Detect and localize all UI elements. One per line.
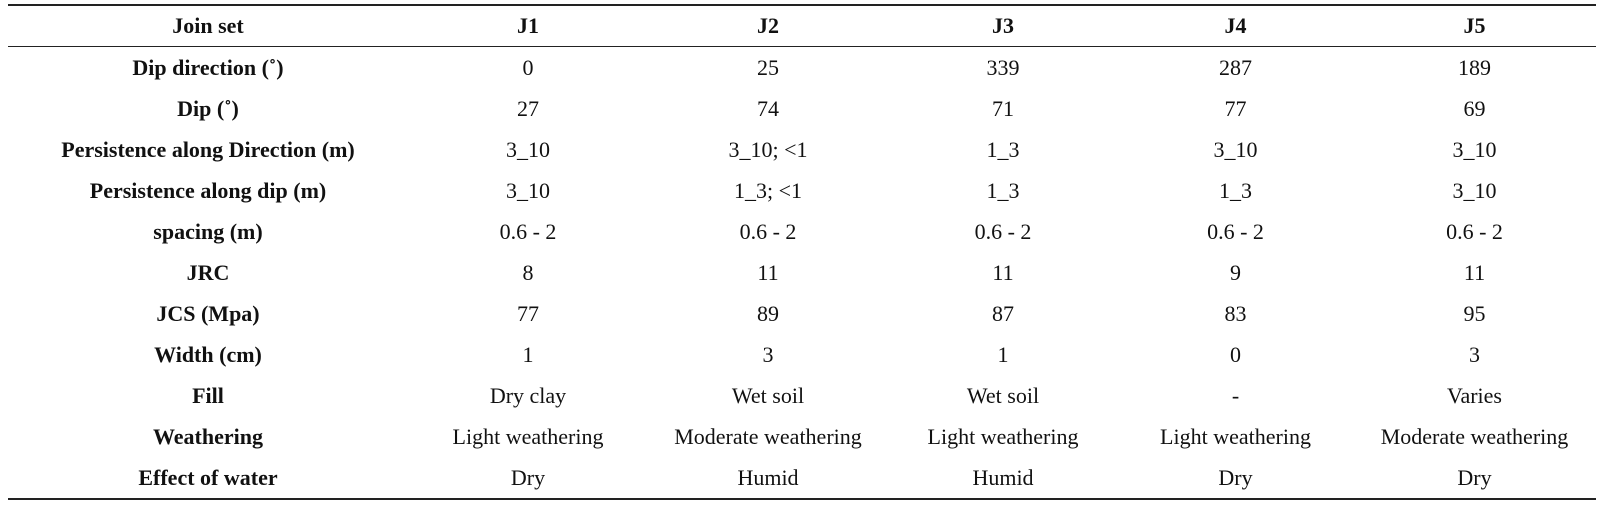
table-cell: 0.6 - 2 bbox=[739, 218, 797, 244]
table-cell: Dry clay bbox=[489, 382, 567, 408]
table-body: Dip direction (˚) 0 25 339 287 189 Dip (… bbox=[8, 47, 1596, 499]
table-header: Join set J1 J2 J3 J4 J5 bbox=[8, 5, 1596, 47]
header-j1: J1 bbox=[517, 13, 539, 38]
table-row: Dip (˚) 27 74 71 77 69 bbox=[8, 88, 1596, 129]
row-label: Dip (˚) bbox=[177, 95, 239, 121]
table-cell: 189 bbox=[1458, 54, 1491, 80]
table-cell: 3 bbox=[1469, 341, 1480, 367]
table-cell: 8 bbox=[522, 259, 534, 285]
row-label: Width (cm) bbox=[154, 341, 262, 367]
header-j4: J4 bbox=[1224, 13, 1247, 38]
table-cell: 74 bbox=[757, 95, 779, 121]
table-cell: Wet soil bbox=[731, 382, 805, 408]
table-cell: Humid bbox=[972, 464, 1034, 490]
table-cell: 0 bbox=[522, 54, 534, 80]
table-cell: 0 bbox=[1230, 341, 1241, 367]
table-cell: 3_10 bbox=[1213, 136, 1258, 162]
table-row: Dip direction (˚) 0 25 339 287 189 bbox=[8, 47, 1596, 89]
table-cell: 1 bbox=[522, 341, 534, 367]
table-cell: 3 bbox=[762, 341, 774, 367]
table-cell: Light weathering bbox=[452, 423, 604, 449]
table-cell: 339 bbox=[986, 54, 1020, 80]
table-cell: Light weathering bbox=[1160, 423, 1311, 449]
table-cell: Humid bbox=[737, 464, 799, 490]
table-row: Fill Dry clay Wet soil Wet soil - Varies bbox=[8, 375, 1596, 416]
row-label: Fill bbox=[192, 382, 224, 408]
table-cell: 0.6 - 2 bbox=[499, 218, 557, 244]
row-label: Dip direction (˚) bbox=[132, 54, 284, 80]
table-cell: Dry bbox=[510, 464, 546, 490]
table-cell: 27 bbox=[517, 95, 539, 121]
header-row: Join set J1 J2 J3 J4 J5 bbox=[8, 5, 1596, 47]
table-row: Persistence along dip (m) 3_10 1_3; <1 1… bbox=[8, 170, 1596, 211]
table-cell: 0.6 - 2 bbox=[974, 218, 1032, 244]
table-row: Weathering Light weathering Moderate wea… bbox=[8, 416, 1596, 457]
row-label: Weathering bbox=[153, 423, 263, 449]
table-cell: 89 bbox=[757, 300, 779, 326]
table-cell: 1 bbox=[997, 341, 1009, 367]
table-cell: 83 bbox=[1224, 300, 1247, 326]
row-label: JRC bbox=[186, 259, 230, 285]
table-cell: 3_10 bbox=[1452, 136, 1497, 162]
table-cell: 9 bbox=[1230, 259, 1241, 285]
table-cell: 11 bbox=[1463, 259, 1486, 285]
table-cell: 71 bbox=[992, 95, 1014, 121]
table-row: Width (cm) 1 3 1 0 3 bbox=[8, 334, 1596, 375]
table-cell: - bbox=[1231, 382, 1240, 408]
table-cell: 1_3 bbox=[1219, 177, 1252, 203]
table-cell: Dry bbox=[1218, 464, 1253, 490]
header-j5: J5 bbox=[1463, 13, 1486, 38]
table-row: Persistence along Direction (m) 3_10 3_1… bbox=[8, 129, 1596, 170]
table-cell: 11 bbox=[992, 259, 1014, 285]
row-label: Persistence along Direction (m) bbox=[61, 136, 355, 162]
table-cell: 69 bbox=[1463, 95, 1486, 121]
table-cell: 0.6 - 2 bbox=[1446, 218, 1503, 244]
table-cell: 77 bbox=[517, 300, 539, 326]
header-j3: J3 bbox=[992, 13, 1014, 38]
header-join-set: Join set bbox=[172, 13, 244, 38]
table-row: JRC 8 11 11 9 11 bbox=[8, 252, 1596, 293]
table-cell: 87 bbox=[992, 300, 1014, 326]
table-row: JCS (Mpa) 77 89 87 83 95 bbox=[8, 293, 1596, 334]
table-cell: 1_3; <1 bbox=[733, 177, 803, 203]
table-cell: 25 bbox=[757, 54, 779, 80]
table-row: spacing (m) 0.6 - 2 0.6 - 2 0.6 - 2 0.6 … bbox=[8, 211, 1596, 252]
table-cell: Moderate weathering bbox=[1380, 423, 1569, 449]
table-cell: Varies bbox=[1447, 382, 1502, 408]
table-cell: 3_10 bbox=[506, 136, 550, 162]
table-cell: 11 bbox=[757, 259, 779, 285]
table-cell: 77 bbox=[1224, 95, 1247, 121]
table-cell: Light weathering bbox=[927, 423, 1079, 449]
joint-sets-table: Join set J1 J2 J3 J4 J5 Dip direction (˚… bbox=[8, 4, 1596, 500]
row-label: Persistence along dip (m) bbox=[89, 177, 327, 203]
table-cell: 3_10; <1 bbox=[728, 136, 808, 162]
table-cell: 3_10 bbox=[1452, 177, 1497, 203]
row-label: Effect of water bbox=[138, 464, 278, 490]
table-cell: 287 bbox=[1219, 54, 1252, 80]
row-label: spacing (m) bbox=[153, 218, 263, 244]
header-j2: J2 bbox=[757, 13, 779, 38]
table-cell: Wet soil bbox=[966, 382, 1040, 408]
row-label: JCS (Mpa) bbox=[156, 300, 260, 326]
table-cell: 95 bbox=[1463, 300, 1486, 326]
table-row: Effect of water Dry Humid Humid Dry Dry bbox=[8, 457, 1596, 499]
table-cell: 1_3 bbox=[986, 177, 1020, 203]
table-cell: Dry bbox=[1457, 464, 1492, 490]
table-cell: Moderate weathering bbox=[674, 423, 862, 449]
table-cell: 1_3 bbox=[986, 136, 1020, 162]
table-cell: 0.6 - 2 bbox=[1207, 218, 1264, 244]
table-cell: 3_10 bbox=[506, 177, 550, 203]
